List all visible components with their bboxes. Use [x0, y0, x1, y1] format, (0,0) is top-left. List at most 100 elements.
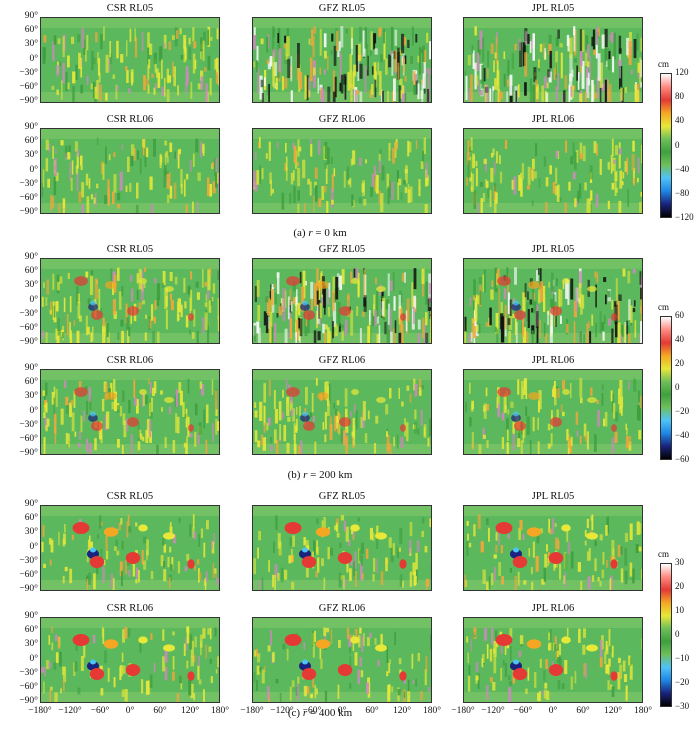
colorbar: [660, 563, 672, 707]
panel-title: GFZ RL06: [318, 603, 366, 614]
y-tick-label: 90°: [24, 363, 38, 373]
panel-title: JPL RL06: [531, 114, 575, 125]
y-tick-label: −30°: [19, 308, 38, 319]
map-field: [41, 370, 219, 454]
caption-prefix: (b): [287, 469, 304, 481]
map-field: [464, 129, 642, 213]
y-tick-label: 60°: [24, 266, 38, 277]
caption-variable: r: [308, 227, 313, 239]
y-tick-label: 60°: [24, 625, 38, 636]
y-tick-label: −30°: [19, 419, 38, 430]
colorbar-tick-label: −80: [675, 187, 690, 198]
y-tick-label: −90°: [19, 448, 38, 458]
y-tick-label: 90°: [24, 499, 38, 509]
y-tick-label: −90°: [19, 584, 38, 594]
panel-title: JPL RL05: [531, 3, 575, 14]
x-tick-label: 120°: [180, 706, 200, 716]
colorbar-tick-label: 40: [675, 115, 684, 126]
subfigure-caption: (b) r = 200 km: [0, 469, 640, 481]
panel-title: CSR RL06: [106, 355, 154, 366]
colorbar-tick-label: −40: [675, 163, 690, 174]
colorbar-tick-label: 120: [675, 67, 689, 77]
colorbar-tick-label: −120: [675, 212, 694, 222]
colorbar-tick-label: 10: [675, 605, 684, 615]
map-panel: [252, 128, 432, 214]
caption-variable: r: [303, 469, 308, 481]
panel-title: GFZ RL06: [318, 114, 366, 125]
colorbar: [660, 316, 672, 460]
panel-title: CSR RL05: [106, 244, 154, 255]
y-tick-label: −60°: [19, 569, 38, 580]
y-tick-label: −30°: [19, 555, 38, 566]
x-tick-label: 180°: [210, 706, 230, 716]
caption-suffix: = 400 km: [307, 707, 353, 719]
y-tick-label: 60°: [24, 136, 38, 147]
map-field: [253, 129, 431, 213]
y-tick-label: 0°: [29, 164, 38, 175]
caption-prefix: (a): [293, 227, 309, 239]
y-tick-label: −30°: [19, 667, 38, 678]
colorbar-tick-label: −40: [675, 430, 690, 440]
y-tick-label: −60°: [19, 433, 38, 444]
x-tick-label: 0°: [548, 706, 558, 716]
map-field: [464, 506, 642, 590]
map-field: [464, 18, 642, 102]
colorbar-tick-label: −20: [675, 677, 690, 687]
x-tick-label: −60°: [302, 706, 322, 716]
colorbar-tick-label: −20: [675, 406, 690, 416]
y-tick-label: 60°: [24, 377, 38, 388]
y-tick-label: 30°: [24, 527, 38, 538]
colorbar: [660, 73, 672, 218]
x-tick-label: −180°: [451, 706, 475, 716]
y-tick-label: 30°: [24, 280, 38, 291]
subfigure-caption: (a) r = 0 km: [0, 227, 640, 239]
colorbar-tick-label: 0: [675, 629, 680, 639]
caption-prefix: (c): [287, 707, 303, 719]
y-tick-label: 30°: [24, 39, 38, 50]
map-panel: [252, 258, 432, 344]
x-tick-label: 120°: [392, 706, 412, 716]
map-panel: [463, 128, 643, 214]
subfigure-caption: (c) r = 400 km: [0, 707, 640, 719]
map-panel: [40, 617, 220, 703]
y-tick-label: −90°: [19, 337, 38, 347]
x-tick-label: −120°: [270, 706, 294, 716]
x-tick-label: 60°: [153, 706, 167, 716]
map-field: [253, 18, 431, 102]
map-field: [41, 18, 219, 102]
map-panel: [40, 505, 220, 591]
map-field: [41, 259, 219, 343]
colorbar-tick-label: −30: [675, 701, 690, 711]
map-panel: [252, 505, 432, 591]
x-tick-label: 0°: [337, 706, 347, 716]
y-tick-label: 90°: [24, 122, 38, 132]
map-panel: [463, 617, 643, 703]
map-panel: [40, 258, 220, 344]
map-panel: [252, 17, 432, 103]
map-panel: [463, 505, 643, 591]
panel-title: JPL RL06: [531, 355, 575, 366]
panel-title: CSR RL05: [106, 3, 154, 14]
panel-title: GFZ RL05: [318, 3, 366, 14]
y-tick-label: −60°: [19, 81, 38, 92]
map-panel: [463, 17, 643, 103]
map-panel: [252, 369, 432, 455]
map-field: [41, 618, 219, 702]
colorbar-tick-label: 40: [675, 334, 684, 344]
map-field: [464, 370, 642, 454]
caption-suffix: = 200 km: [307, 469, 353, 481]
colorbar-tick-label: −10: [675, 653, 690, 663]
y-tick-label: −60°: [19, 192, 38, 203]
panel-title: GFZ RL06: [318, 355, 366, 366]
y-tick-label: 30°: [24, 639, 38, 650]
map-panel: [40, 128, 220, 214]
x-tick-label: −120°: [481, 706, 505, 716]
panel-title: GFZ RL05: [318, 244, 366, 255]
panel-title: JPL RL06: [531, 603, 575, 614]
y-tick-label: 60°: [24, 25, 38, 36]
y-tick-label: 90°: [24, 611, 38, 621]
colorbar-tick-label: 80: [675, 91, 684, 102]
colorbar-unit: cm: [658, 59, 669, 69]
y-tick-label: 90°: [24, 11, 38, 21]
